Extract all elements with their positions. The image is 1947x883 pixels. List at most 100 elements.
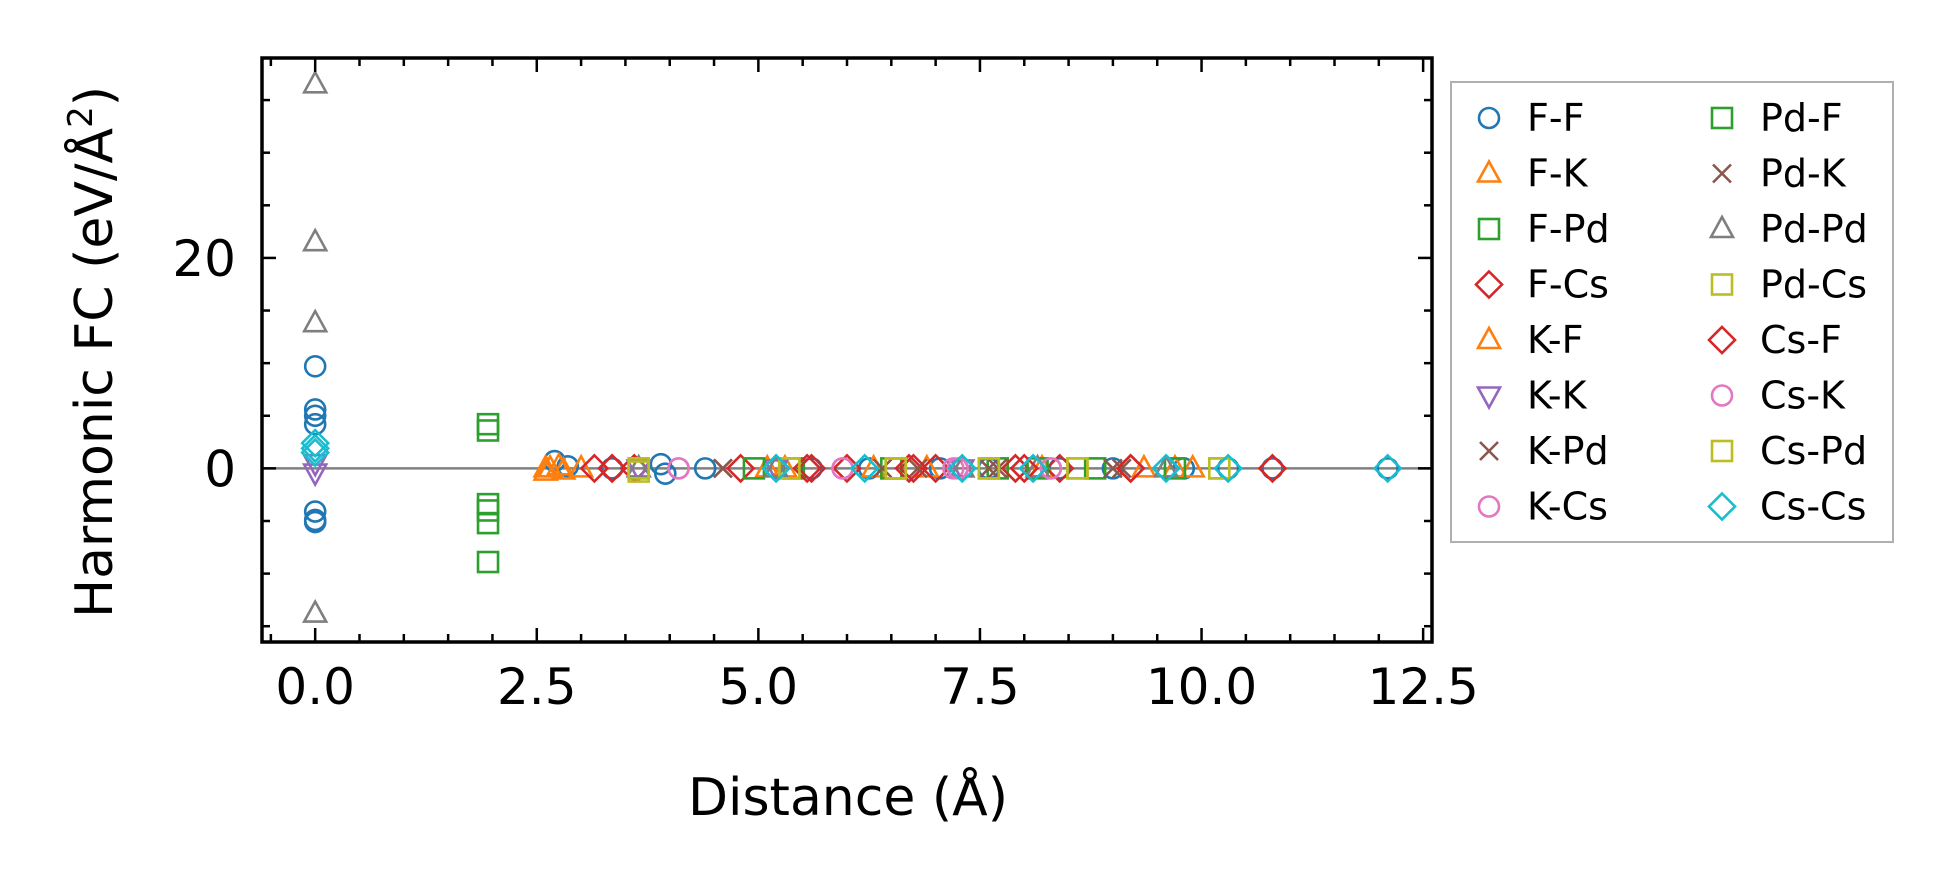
data-point bbox=[301, 598, 329, 623]
data-point bbox=[907, 458, 928, 479]
legend-label: K-K bbox=[1527, 374, 1588, 418]
data-point bbox=[1372, 453, 1403, 484]
data-point bbox=[625, 453, 652, 478]
legend-label: Pd-K bbox=[1760, 152, 1847, 196]
data-point bbox=[761, 453, 791, 484]
data-point bbox=[1115, 453, 1146, 484]
series-cs-pd bbox=[627, 457, 1231, 483]
data-point bbox=[303, 500, 327, 523]
data-point bbox=[1207, 457, 1231, 480]
legend-item: F-Cs bbox=[1474, 263, 1609, 307]
data-point bbox=[1039, 457, 1063, 480]
data-point bbox=[301, 308, 329, 333]
legend-item: Pd-Cs bbox=[1710, 263, 1867, 307]
data-point bbox=[1261, 457, 1284, 480]
data-point bbox=[894, 453, 924, 484]
data-point bbox=[1102, 458, 1123, 479]
y-tick-label: 20 bbox=[172, 230, 236, 288]
data-point bbox=[303, 404, 327, 428]
plot-frame bbox=[260, 56, 1434, 644]
data-point bbox=[300, 433, 331, 464]
legend-item: Cs-K bbox=[1710, 374, 1846, 418]
data-point bbox=[884, 457, 908, 480]
x-axis-label: Distance (Å) bbox=[688, 766, 1008, 828]
data-point bbox=[1130, 453, 1158, 478]
series-f-pd bbox=[476, 412, 1107, 574]
legend-label: F-Pd bbox=[1527, 207, 1610, 251]
data-point bbox=[762, 453, 790, 478]
legend-item: Pd-F bbox=[1710, 96, 1843, 140]
legend-label: K-F bbox=[1527, 318, 1584, 362]
data-point bbox=[476, 419, 500, 442]
series-pd-pd bbox=[301, 69, 1180, 623]
legend-marker bbox=[1475, 158, 1503, 183]
legend-label: F-F bbox=[1527, 96, 1584, 140]
data-point bbox=[303, 355, 327, 378]
legend-label: F-Cs bbox=[1527, 263, 1609, 307]
data-point bbox=[978, 458, 999, 479]
legend-marker bbox=[1477, 217, 1501, 241]
legend-item: Cs-F bbox=[1707, 318, 1842, 362]
legend-item: Pd-Pd bbox=[1708, 207, 1868, 251]
legend-item: K-F bbox=[1475, 318, 1584, 362]
legend-marker bbox=[1710, 439, 1734, 463]
data-point bbox=[476, 499, 500, 522]
legend-label: Cs-K bbox=[1760, 374, 1846, 418]
series-f-f bbox=[303, 355, 1399, 534]
data-point bbox=[1257, 453, 1288, 484]
y-tick-label: 0 bbox=[204, 440, 236, 498]
data-point bbox=[1083, 457, 1107, 480]
x-tick-label: 2.5 bbox=[497, 658, 577, 716]
legend-item: K-Cs bbox=[1477, 485, 1608, 529]
legend-marker bbox=[1474, 269, 1504, 300]
data-point bbox=[1151, 453, 1181, 484]
data-point bbox=[1018, 453, 1048, 484]
x-tick-label: 10.0 bbox=[1146, 658, 1257, 716]
data-point bbox=[1163, 457, 1187, 480]
data-point bbox=[532, 453, 559, 478]
data-point bbox=[550, 455, 577, 480]
data-point bbox=[872, 458, 893, 479]
legend-marker bbox=[1710, 273, 1734, 296]
series-cs-f bbox=[597, 453, 1146, 484]
data-point bbox=[627, 460, 651, 483]
legend-marker bbox=[1475, 386, 1503, 411]
data-point bbox=[597, 453, 627, 484]
legend-label: F-K bbox=[1527, 152, 1589, 196]
data-point bbox=[300, 437, 331, 468]
data-point bbox=[476, 511, 500, 535]
axes: 0.0 2.5 5.0 7.5 10.0 12.5 0 20 bbox=[172, 56, 1479, 716]
data-point bbox=[1152, 453, 1180, 478]
data-point bbox=[303, 510, 327, 534]
data-point bbox=[796, 453, 827, 484]
x-tick-label: 7.5 bbox=[940, 658, 1020, 716]
legend-box bbox=[1450, 81, 1894, 543]
data-point bbox=[1111, 458, 1132, 479]
data-point bbox=[476, 550, 500, 574]
legend-label: K-Cs bbox=[1527, 485, 1608, 529]
plot-area bbox=[262, 69, 1432, 623]
data-point bbox=[693, 457, 717, 480]
legend-marker bbox=[1710, 106, 1734, 130]
legend-marker bbox=[1477, 495, 1501, 518]
legend-marker bbox=[1708, 214, 1736, 239]
data-point bbox=[1179, 453, 1206, 478]
x-tick-label: 12.5 bbox=[1367, 658, 1478, 716]
legend-label: Cs-Pd bbox=[1760, 429, 1867, 473]
y-axis-label: Harmonic FC (eV/Å2) bbox=[61, 86, 125, 618]
legend-label: Cs-Cs bbox=[1760, 485, 1866, 529]
legend-item: K-K bbox=[1475, 374, 1588, 418]
data-point bbox=[476, 412, 500, 436]
legend-item: F-F bbox=[1477, 96, 1584, 140]
series-cs-cs bbox=[300, 428, 1403, 484]
legend-item: F-K bbox=[1475, 152, 1589, 196]
data-point bbox=[545, 451, 573, 476]
x-tick-label: 0.0 bbox=[275, 658, 355, 716]
x-tick-label: 5.0 bbox=[719, 658, 799, 716]
data-point bbox=[567, 453, 595, 478]
legend-item: K-Pd bbox=[1479, 429, 1609, 473]
data-point bbox=[300, 428, 331, 458]
legend-label: Cs-F bbox=[1760, 318, 1842, 362]
data-point bbox=[947, 453, 978, 484]
